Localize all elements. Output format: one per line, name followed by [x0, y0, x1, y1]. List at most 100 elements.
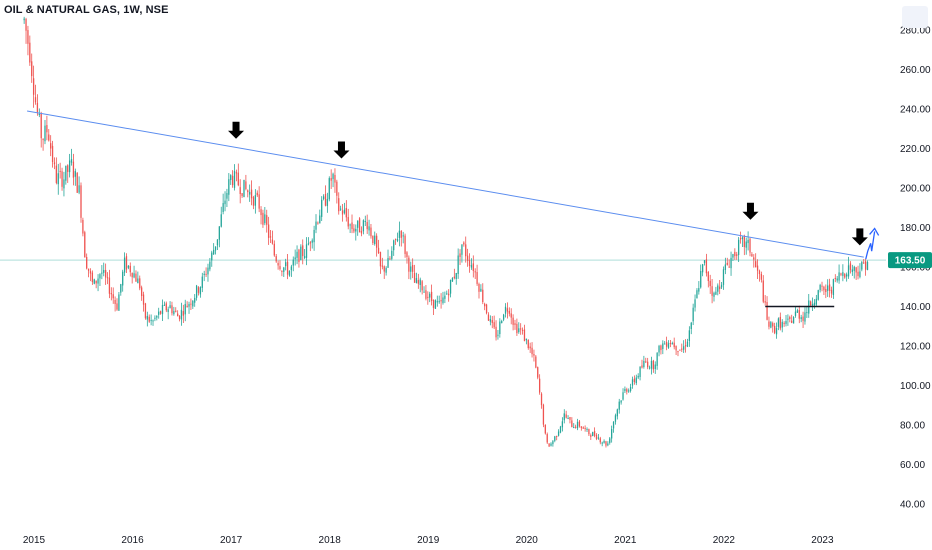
candle-body	[144, 303, 147, 319]
candle-body	[607, 443, 609, 446]
candle-body	[592, 432, 594, 437]
candle-body	[391, 250, 393, 259]
candle-body	[844, 274, 846, 278]
candle-body	[823, 286, 825, 291]
candle-body	[463, 242, 465, 245]
candle-body	[764, 301, 766, 303]
candle-body	[65, 165, 67, 181]
projection-arrowhead-icon	[869, 227, 880, 236]
candle-body	[825, 288, 827, 293]
candle-body	[565, 414, 567, 418]
candle-body	[466, 255, 469, 261]
candle-body	[315, 221, 317, 230]
candle-body	[446, 293, 448, 295]
candle-body	[131, 272, 133, 278]
candle-body	[830, 289, 833, 294]
candle-body	[588, 429, 590, 435]
candle-body	[671, 343, 673, 345]
candle-body	[684, 345, 687, 347]
candle-body	[476, 272, 478, 284]
candle-body	[400, 230, 402, 238]
candle-body	[772, 323, 774, 327]
candle-body	[379, 252, 382, 267]
candle-body	[216, 239, 219, 246]
candle-body	[241, 193, 243, 196]
candle-body	[140, 287, 143, 296]
y-tick-label: 60.00	[900, 460, 925, 471]
candle-body	[472, 263, 474, 271]
candle-body	[647, 361, 649, 368]
x-axis[interactable]: 2015 2016 2017 2018 2019 2020 2021 2022 2023	[23, 535, 834, 546]
candle-body	[360, 230, 363, 234]
candle-body	[393, 240, 395, 251]
candle-body	[502, 314, 505, 320]
candle-body	[781, 321, 783, 328]
candle-body	[736, 254, 738, 256]
candle-body	[770, 322, 772, 328]
candle-body	[861, 262, 863, 270]
candle-body	[328, 178, 330, 200]
candle-body	[76, 172, 78, 193]
candle-body	[381, 265, 383, 267]
projection-path	[865, 231, 876, 260]
y-axis-background	[886, 0, 932, 550]
candle-body	[233, 170, 236, 188]
candle-body	[34, 97, 37, 103]
candle-body	[220, 214, 222, 227]
candle-body	[779, 316, 781, 329]
candle-body	[601, 442, 603, 444]
candle-body	[787, 318, 789, 320]
candle-body	[303, 256, 306, 258]
candle-body	[351, 222, 353, 230]
candle-body	[828, 284, 831, 291]
candle-body	[775, 328, 778, 335]
candle-body	[44, 125, 46, 142]
candle-body	[184, 304, 186, 315]
candle-body	[809, 301, 812, 306]
candle-body	[222, 203, 224, 212]
y-tick-label: 180.00	[900, 223, 931, 234]
candle-body	[383, 266, 385, 272]
candle-body	[756, 265, 759, 271]
chart-settings-button[interactable]	[902, 6, 928, 28]
candle-body	[231, 175, 234, 186]
candle-body	[669, 342, 672, 344]
candle-body	[819, 285, 821, 291]
candle-body	[339, 208, 342, 210]
candle-body	[429, 293, 431, 298]
candle-body	[40, 113, 42, 139]
candle-body	[692, 307, 694, 322]
y-axis[interactable]: 280.00260.00240.00220.00200.00180.00160.…	[886, 0, 932, 550]
candle-body	[394, 238, 397, 240]
candle-body	[569, 416, 571, 420]
candle-body	[362, 220, 365, 232]
candle-body	[703, 260, 706, 263]
candle-body	[531, 347, 533, 355]
candle-body	[652, 360, 654, 370]
candle-body	[546, 434, 548, 443]
candle-body	[578, 421, 581, 427]
candle-body	[406, 252, 408, 258]
candle-body	[804, 312, 806, 322]
candle-body	[734, 251, 736, 257]
y-tick-label: 220.00	[900, 144, 931, 155]
candle-body	[296, 251, 298, 258]
candle-body	[590, 435, 592, 437]
candle-body	[430, 291, 433, 301]
candle-body	[93, 279, 95, 284]
candle-body	[677, 351, 679, 353]
candle-body	[224, 200, 226, 205]
candle-body	[201, 276, 203, 288]
candle-body	[256, 192, 258, 196]
candle-body	[68, 160, 71, 173]
candle-body	[203, 273, 205, 275]
candle-body	[283, 267, 285, 272]
candle-body	[700, 270, 702, 288]
candle-body	[247, 190, 249, 193]
symbol-title: OIL & NATURAL GAS, 1W, NSE	[4, 4, 169, 16]
candle-body	[518, 328, 520, 333]
candle-body	[717, 285, 719, 292]
candle-body	[32, 78, 35, 95]
candle-body	[70, 159, 73, 163]
